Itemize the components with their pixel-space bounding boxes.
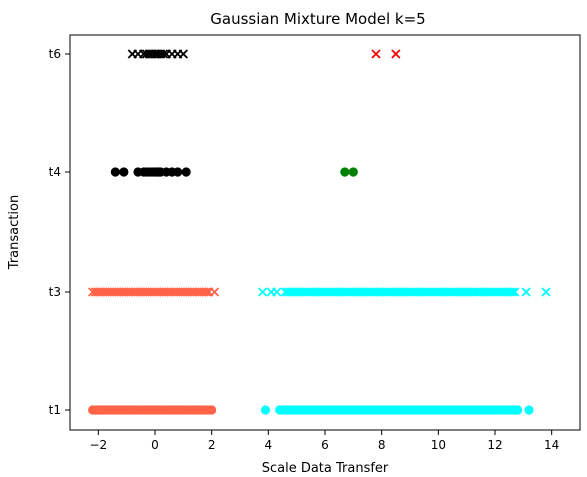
data-point <box>272 287 282 297</box>
data-point <box>258 287 268 297</box>
x-axis-title: Scale Data Transfer <box>262 461 389 476</box>
y-axis-title: Transaction <box>7 195 22 270</box>
data-marks <box>88 49 551 415</box>
x-tick-label: 14 <box>544 438 559 452</box>
data-point <box>371 49 381 59</box>
y-axis: t1 t3 t4 t6 <box>49 47 70 417</box>
y-tick-label: t3 <box>49 285 61 299</box>
x-axis: −2 0 2 4 6 8 10 12 14 <box>89 430 559 452</box>
data-point <box>151 49 162 59</box>
data-point <box>521 287 531 297</box>
data-point <box>88 405 98 415</box>
y-tick-label: t4 <box>49 165 61 179</box>
data-point <box>119 167 129 177</box>
data-point <box>260 405 271 415</box>
data-point <box>96 405 106 415</box>
y-tick-label: t1 <box>49 403 61 417</box>
data-point <box>348 167 358 177</box>
x-tick-label: 2 <box>208 438 216 452</box>
data-point <box>158 49 169 59</box>
x-tick-label: 4 <box>265 438 273 452</box>
data-point <box>209 287 220 297</box>
data-point <box>173 167 183 177</box>
data-point <box>181 167 191 177</box>
x-tick-label: −2 <box>89 438 107 452</box>
chart-title: Gaussian Mixture Model k=5 <box>210 10 425 28</box>
data-point <box>88 287 98 297</box>
data-point <box>513 405 523 415</box>
data-point <box>541 287 551 297</box>
data-point <box>178 49 188 59</box>
data-point <box>391 49 401 59</box>
x-tick-label: 8 <box>378 438 386 452</box>
y-tick-label: t6 <box>49 47 61 61</box>
data-point <box>340 167 350 177</box>
data-point <box>510 287 520 297</box>
data-point <box>507 287 518 297</box>
data-point <box>524 405 534 415</box>
x-tick-label: 0 <box>151 438 159 452</box>
x-tick-label: 10 <box>431 438 446 452</box>
data-point <box>201 287 212 297</box>
x-tick-label: 12 <box>487 438 502 452</box>
plot-frame <box>69 34 581 431</box>
data-point <box>110 167 120 177</box>
data-point <box>207 405 217 415</box>
x-tick-label: 6 <box>321 438 329 452</box>
